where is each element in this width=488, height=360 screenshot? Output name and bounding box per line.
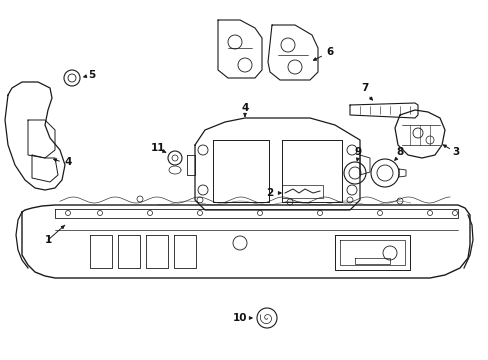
Polygon shape xyxy=(218,20,262,78)
Text: 7: 7 xyxy=(361,83,368,93)
Text: 1: 1 xyxy=(44,235,52,245)
Polygon shape xyxy=(28,120,55,158)
Polygon shape xyxy=(22,205,469,278)
Polygon shape xyxy=(5,82,65,190)
Polygon shape xyxy=(267,25,317,80)
Polygon shape xyxy=(398,169,405,177)
Text: 5: 5 xyxy=(88,70,96,80)
Text: 8: 8 xyxy=(396,147,403,157)
Text: 4: 4 xyxy=(64,157,72,167)
Text: 6: 6 xyxy=(325,47,333,57)
Polygon shape xyxy=(32,155,58,182)
Text: 10: 10 xyxy=(232,313,247,323)
Polygon shape xyxy=(394,110,444,158)
Polygon shape xyxy=(195,118,359,210)
Text: 4: 4 xyxy=(241,103,248,113)
Text: 2: 2 xyxy=(266,188,273,198)
Text: 9: 9 xyxy=(354,147,361,157)
Text: 3: 3 xyxy=(451,147,459,157)
Text: 11: 11 xyxy=(150,143,165,153)
Polygon shape xyxy=(349,103,417,118)
